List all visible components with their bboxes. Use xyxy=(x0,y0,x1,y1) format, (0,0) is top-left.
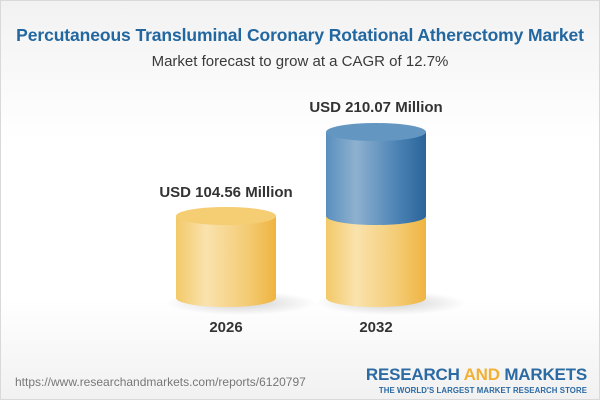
bar-2026 xyxy=(176,207,276,307)
x-label-2032: 2032 xyxy=(359,319,393,336)
logo-tagline: THE WORLD'S LARGEST MARKET RESEARCH STOR… xyxy=(378,386,587,395)
logo-wordmark: RESEARCH AND MARKETS xyxy=(366,365,587,385)
x-label-2026: 2026 xyxy=(209,319,243,336)
bar-2032 xyxy=(326,123,426,307)
chart-subtitle: Market forecast to grow at a CAGR of 12.… xyxy=(151,53,449,70)
research-and-markets-logo: RESEARCH AND MARKETS THE WORLD'S LARGEST… xyxy=(366,365,587,395)
logo-research: RESEARCH xyxy=(365,365,464,384)
logo-markets: MARKETS xyxy=(499,365,587,384)
source-url[interactable]: https://www.researchandmarkets.com/repor… xyxy=(15,375,306,389)
bar-2032-growth-segment xyxy=(326,132,426,225)
bar2-value-label: USD 210.07 Million xyxy=(309,99,443,116)
chart-title: Percutaneous Transluminal Coronary Rotat… xyxy=(16,25,584,45)
bar1-value-label: USD 104.56 Million xyxy=(159,184,293,201)
bar-2032-base-segment xyxy=(326,216,426,307)
logo-and: AND xyxy=(463,365,500,384)
